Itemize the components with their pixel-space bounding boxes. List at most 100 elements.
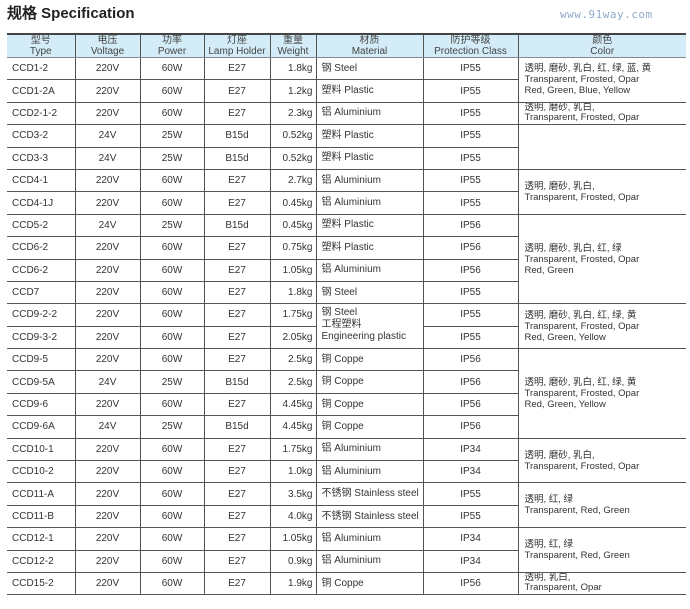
header-cn: 颜色 [592, 35, 613, 46]
color-cell: 透明, 红, 绿 Transparent, Red, Green [517, 482, 686, 529]
type-cell: CCD4-1J [7, 191, 76, 215]
voltage-cell: 220V [74, 56, 141, 81]
protection-class-cell: IP56 [422, 415, 518, 439]
lamp-holder-cell: E27 [203, 437, 271, 462]
header-en: Power [157, 46, 187, 57]
voltage-cell: 220V [74, 504, 141, 529]
header-cn: 灯座 [227, 35, 247, 46]
table-row: CCD9-3-2 220V 60W E27 2.05kg IP55 [7, 325, 686, 350]
lamp-holder-cell: B15d [203, 370, 271, 394]
color-line: 透明, 乳白, [524, 572, 571, 583]
type-cell: CCD6-2 [7, 236, 76, 260]
watermark: www.91way.com [560, 8, 653, 21]
column-header: 颜色 Color [517, 33, 686, 58]
color-line: Red, Green, Blue, Yellow [524, 85, 631, 97]
voltage-cell: 220V [74, 482, 141, 506]
voltage-cell: 220V [74, 325, 141, 350]
type-cell: CCD7 [7, 280, 76, 305]
voltage-cell: 220V [74, 236, 141, 260]
weight-cell: 2.3kg [269, 101, 317, 126]
material-cell: 塑料 Plastic [315, 236, 424, 260]
column-header: 防护等级 Protection Class [422, 33, 519, 58]
table-row: CCD4-1J 220V 60W E27 0.45kg 铝 Aluminium IP55 [7, 191, 686, 215]
table-row: CCD11-B 220V 60W E27 4.0kg 不锈钢 Stainless stee… [7, 504, 686, 529]
lamp-holder-cell: E27 [203, 527, 271, 551]
voltage-cell: 220V [74, 168, 141, 193]
power-cell: 60W [139, 482, 205, 506]
voltage-cell: 220V [74, 549, 141, 573]
weight-cell: 1.9kg [269, 571, 317, 596]
specification-table: 型号 Type 电压 Voltage 功率 Power 灯座 Lamp Holder 重量 Wei… [7, 33, 686, 596]
protection-class-cell: IP55 [422, 303, 519, 327]
weight-cell: 0.52kg [269, 124, 317, 148]
table-row: CCD10-1 220V 60W E27 1.75kg 铝 Aluminium IP34 透明… [7, 437, 686, 484]
voltage-cell: 220V [74, 437, 141, 462]
power-cell: 60W [139, 325, 205, 350]
material-cell: 塑料 Plastic [315, 213, 424, 238]
color-line: Transparent, Red, Green [524, 505, 630, 517]
material-line: Engineering plastic [321, 331, 407, 343]
voltage-cell: 220V [74, 348, 141, 372]
color-cell: 透明, 磨砂, 乳白, Transparent, Frosted, Opar [517, 437, 686, 484]
power-cell: 60W [139, 280, 205, 305]
type-cell: CCD9-5 [7, 348, 76, 372]
weight-cell: 1.75kg [269, 303, 317, 327]
header-cn: 材质 [359, 35, 380, 46]
color-line: 透明, 磨砂, 乳白, 红, 绿, 黄 [524, 376, 637, 388]
color-line: 透明, 磨砂, 乳白, 红, 绿 [524, 242, 622, 254]
color-cell: 透明, 磨砂, 乳白, 红, 绿, 黄 Transparent, Frosted,… [517, 348, 686, 439]
header-en: Material [351, 46, 388, 57]
protection-class-cell: IP55 [422, 280, 518, 305]
voltage-cell: 220V [74, 392, 141, 417]
lamp-holder-cell: E27 [203, 325, 271, 350]
table-row: CCD6-2 220V 60W E27 1.05kg 铝 Aluminium IP56 [7, 258, 686, 282]
material-cell: 铝 Aluminium [315, 191, 424, 215]
lamp-holder-cell: E27 [203, 56, 271, 81]
protection-class-cell: IP55 [422, 101, 519, 126]
header-cn: 型号 [30, 35, 51, 46]
material-cell: 塑料 Plastic [315, 79, 424, 103]
color-line: 透明, 红, 绿 [524, 494, 574, 506]
lamp-holder-cell: E27 [203, 460, 271, 484]
table-row: CCD4-1 220V 60W E27 2.7kg 铝 Aluminium IP55 透明, … [7, 168, 686, 215]
table-row: CCD9-6 220V 60W E27 4.45kg 铜 Coppe IP56 [7, 392, 686, 417]
header-en: Type [29, 46, 52, 57]
voltage-cell: 24V [74, 146, 141, 170]
weight-cell: 2.5kg [269, 370, 317, 394]
power-cell: 60W [139, 236, 205, 260]
column-header: 材质 Material [315, 33, 424, 58]
material-cell: 铝 Aluminium [315, 101, 424, 126]
lamp-holder-cell: E27 [203, 280, 271, 305]
power-cell: 60W [139, 303, 205, 327]
voltage-cell: 220V [74, 571, 141, 596]
weight-cell: 4.45kg [269, 392, 317, 417]
power-cell: 60W [139, 348, 205, 372]
type-cell: CCD1-2A [7, 79, 76, 103]
lamp-holder-cell: E27 [203, 392, 271, 417]
power-cell: 25W [139, 146, 205, 170]
color-cell: 透明, 磨砂, 乳白, 红, 绿 Transparent, Frosted, Op… [517, 213, 686, 305]
material-cell: 铝 Aluminium [315, 549, 424, 573]
lamp-holder-cell: E27 [203, 571, 271, 596]
type-cell: CCD3-2 [7, 124, 76, 148]
protection-class-cell: IP34 [422, 549, 518, 573]
lamp-holder-cell: E27 [203, 482, 271, 506]
power-cell: 60W [139, 504, 205, 529]
table-row: CCD1-2 220V 60W E27 1.8kg 钢 Steel IP55 透明, 磨砂, … [7, 56, 686, 103]
color-cell: 透明, 磨砂, 乳白, 红, 绿, 黄 Transparent, Frosted,… [517, 303, 686, 350]
material-cell: 铜 Coppe [315, 370, 424, 394]
protection-class-cell: IP55 [422, 325, 518, 350]
table-row: CCD5-2 24V 25W B15d 0.45kg 塑料 Plastic IP56 透明, … [7, 213, 686, 305]
material-cell: 铝 Aluminium [315, 258, 424, 282]
power-cell: 60W [139, 168, 205, 193]
protection-class-cell: IP56 [422, 571, 519, 596]
type-cell: CCD3-3 [7, 146, 76, 170]
protection-class-cell: IP56 [422, 392, 518, 417]
power-cell: 25W [139, 213, 205, 238]
voltage-cell: 24V [74, 370, 141, 394]
color-line: Transparent, Frosted, Opar [524, 253, 640, 265]
material-cell: 铝 Aluminium [315, 460, 424, 484]
power-cell: 60W [139, 79, 205, 103]
weight-cell: 1.2kg [269, 79, 317, 103]
color-line: 透明, 磨砂, 乳白, 红, 绿, 蓝, 黄 [524, 63, 652, 75]
